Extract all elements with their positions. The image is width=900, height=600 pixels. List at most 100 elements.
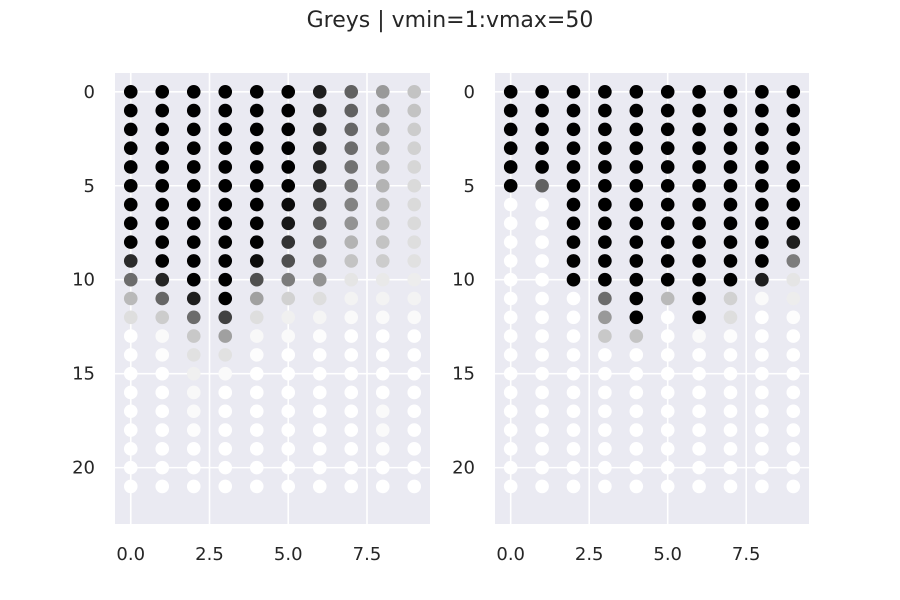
scatter-point bbox=[503, 84, 518, 99]
scatter-point bbox=[249, 404, 264, 419]
scatter-point bbox=[723, 442, 738, 456]
scatter-point bbox=[755, 385, 769, 400]
scatter-point bbox=[123, 385, 138, 400]
scatter-point bbox=[503, 291, 518, 306]
scatter-point bbox=[629, 216, 644, 231]
scatter-point bbox=[407, 160, 422, 174]
x-tick-label: 2.5 bbox=[575, 544, 604, 565]
scatter-point bbox=[186, 479, 201, 494]
scatter-point bbox=[535, 479, 549, 494]
scatter-point bbox=[155, 216, 170, 231]
scatter-point bbox=[535, 442, 549, 456]
scatter-point bbox=[312, 404, 327, 419]
x-tick-label: 7.5 bbox=[732, 544, 761, 565]
scatter-point bbox=[786, 348, 801, 362]
scatter-point bbox=[660, 103, 675, 118]
scatter-point bbox=[186, 197, 201, 212]
scatter-point bbox=[598, 84, 612, 99]
scatter-point bbox=[598, 122, 612, 137]
scatter-point bbox=[723, 84, 738, 99]
scatter-point bbox=[155, 197, 170, 212]
scatter-point bbox=[123, 348, 138, 362]
x-tick-label: 5.0 bbox=[274, 544, 303, 565]
scatter-point bbox=[566, 442, 581, 456]
scatter-point bbox=[598, 460, 612, 475]
scatter-point bbox=[312, 329, 327, 343]
scatter-point bbox=[155, 272, 170, 287]
scatter-point bbox=[186, 272, 201, 287]
scatter-point bbox=[566, 141, 581, 155]
scatter-point bbox=[249, 235, 264, 249]
scatter-point bbox=[692, 385, 706, 400]
scatter-point bbox=[218, 160, 233, 174]
scatter-point bbox=[281, 178, 296, 193]
scatter-point bbox=[660, 385, 675, 400]
scatter-point bbox=[503, 235, 518, 249]
scatter-point bbox=[249, 479, 264, 494]
scatter-point bbox=[629, 272, 644, 287]
scatter-point bbox=[123, 329, 138, 343]
scatter-point bbox=[407, 460, 422, 475]
scatter-point bbox=[786, 197, 801, 212]
scatter-point bbox=[566, 216, 581, 231]
scatter-point bbox=[503, 160, 518, 174]
figure-title: Greys | vmin=1:vmax=50 bbox=[306, 8, 594, 33]
scatter-point bbox=[535, 178, 549, 193]
scatter-point bbox=[123, 423, 138, 437]
scatter-point bbox=[344, 329, 359, 343]
scatter-point bbox=[186, 310, 201, 325]
scatter-point bbox=[123, 235, 138, 249]
scatter-point bbox=[629, 84, 644, 99]
scatter-point bbox=[312, 84, 327, 99]
scatter-point bbox=[598, 103, 612, 118]
scatter-point bbox=[312, 385, 327, 400]
scatter-point bbox=[660, 423, 675, 437]
scatter-point bbox=[755, 216, 769, 231]
scatter-point bbox=[598, 329, 612, 343]
scatter-point bbox=[692, 178, 706, 193]
scatter-point bbox=[249, 178, 264, 193]
scatter-point bbox=[123, 442, 138, 456]
scatter-point bbox=[566, 103, 581, 118]
scatter-point bbox=[755, 348, 769, 362]
x-tick-label: 0.0 bbox=[116, 544, 145, 565]
y-tick-label: 20 bbox=[452, 458, 475, 479]
scatter-point bbox=[786, 141, 801, 155]
scatter-point bbox=[629, 103, 644, 118]
right-scatter-panel: 0.0 2.5 5.0 7.5 0 5 10 15 20 bbox=[452, 73, 809, 565]
left-scatter-panel: 0.0 2.5 5.0 7.5 0 5 10 15 20 bbox=[72, 73, 430, 565]
scatter-point bbox=[629, 291, 644, 306]
scatter-point bbox=[692, 235, 706, 249]
scatter-point bbox=[218, 460, 233, 475]
scatter-point bbox=[786, 385, 801, 400]
y-tick-label: 15 bbox=[452, 364, 475, 385]
scatter-point bbox=[535, 254, 549, 268]
scatter-point bbox=[155, 291, 170, 306]
scatter-point bbox=[407, 348, 422, 362]
x-tick-label: 7.5 bbox=[353, 544, 382, 565]
scatter-point bbox=[786, 479, 801, 494]
scatter-point bbox=[692, 329, 706, 343]
scatter-point bbox=[692, 272, 706, 287]
scatter-point bbox=[786, 254, 801, 268]
scatter-point bbox=[186, 254, 201, 268]
scatter-point bbox=[755, 291, 769, 306]
scatter-point bbox=[281, 385, 296, 400]
scatter-point bbox=[660, 254, 675, 268]
scatter-point bbox=[692, 122, 706, 137]
scatter-point bbox=[312, 254, 327, 268]
scatter-point bbox=[407, 178, 422, 193]
scatter-point bbox=[281, 197, 296, 212]
scatter-point bbox=[535, 310, 549, 325]
scatter-point bbox=[155, 366, 170, 381]
scatter-point bbox=[186, 141, 201, 155]
scatter-point bbox=[375, 272, 390, 287]
scatter-point bbox=[155, 178, 170, 193]
scatter-point bbox=[660, 329, 675, 343]
scatter-point bbox=[566, 385, 581, 400]
scatter-point bbox=[375, 160, 390, 174]
scatter-point bbox=[535, 291, 549, 306]
scatter-point bbox=[407, 141, 422, 155]
scatter-point bbox=[786, 216, 801, 231]
